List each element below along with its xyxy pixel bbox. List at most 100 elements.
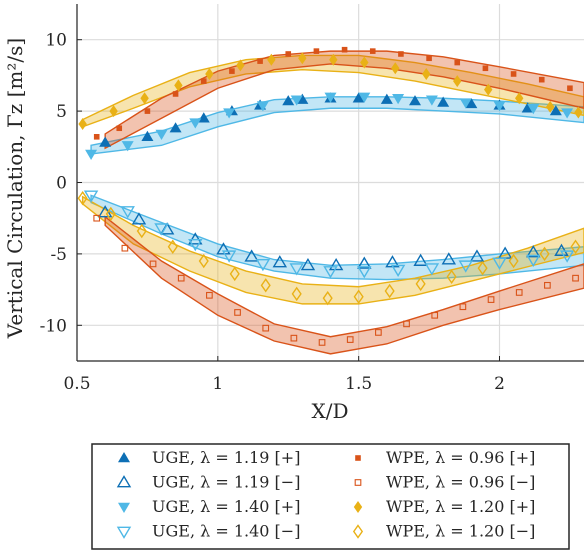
data-point [221, 250, 237, 263]
data-point [198, 253, 209, 269]
data-point [318, 339, 326, 346]
data-point [272, 255, 288, 268]
data-point [255, 258, 271, 272]
data-point [360, 56, 369, 69]
y-tick-labels: 10 5 0 -5 -10 [40, 31, 67, 337]
data-point [257, 58, 263, 64]
data-point [197, 112, 210, 123]
data-point [369, 48, 376, 54]
data-point [538, 76, 545, 83]
data-point [477, 260, 488, 276]
data-point [291, 286, 302, 302]
data-point [527, 104, 540, 115]
data-point [398, 51, 404, 57]
legend-label: UGE, λ = 1.40 [−] [152, 522, 300, 541]
data-point [223, 108, 236, 119]
data-point [346, 336, 354, 343]
data-point [515, 289, 523, 296]
data-point [441, 252, 457, 265]
data-point [453, 75, 462, 88]
data-point [465, 97, 478, 109]
legend-label: UGE, λ = 1.19 [+] [152, 448, 300, 467]
legend-marker [352, 524, 364, 539]
data-point [206, 291, 213, 299]
data-point [544, 281, 551, 289]
data-point [570, 239, 581, 254]
data-point [425, 95, 438, 106]
data-point [109, 105, 118, 118]
legend-marker [355, 455, 361, 461]
data-point [300, 257, 316, 271]
data-point [487, 296, 495, 303]
data-point [313, 48, 320, 54]
uncertainty-band [81, 195, 584, 305]
data-point [149, 260, 157, 268]
data-point [200, 78, 207, 84]
data-point [177, 274, 185, 282]
data-point [391, 62, 400, 75]
data-point [358, 92, 371, 103]
data-point [172, 91, 179, 97]
data-point [413, 253, 428, 266]
x-tick-label: 1.5 [345, 374, 372, 394]
data-point [567, 85, 573, 92]
data-point [493, 101, 506, 112]
data-point [234, 309, 241, 316]
y-tick-label: 5 [56, 102, 67, 122]
data-point [446, 269, 457, 284]
data-point [459, 303, 467, 311]
data-point [572, 274, 579, 282]
data-point [189, 118, 202, 129]
y-tick-label: -10 [40, 316, 67, 336]
y-tick-label: -5 [50, 245, 67, 265]
data-point [384, 283, 395, 299]
data-point [188, 232, 203, 245]
data-point [546, 100, 555, 113]
data-point [458, 260, 473, 273]
x-tick-labels: 0.5 1 1.5 2 [63, 374, 504, 394]
data-point [256, 101, 269, 112]
data-point [426, 55, 432, 62]
data-point [357, 266, 372, 279]
data-point [290, 95, 303, 106]
data-point [262, 324, 270, 332]
data-point [169, 122, 182, 133]
data-point [328, 257, 344, 271]
data-point [549, 105, 562, 116]
data-point [357, 256, 372, 269]
data-point [167, 239, 178, 254]
data-point [403, 320, 410, 328]
legend-label: WPE, λ = 0.96 [−] [386, 473, 535, 492]
data-point [285, 51, 292, 57]
legend-marker [353, 501, 363, 513]
data-point [216, 242, 231, 255]
legend-marker [116, 526, 132, 539]
legend-label: WPE, λ = 0.96 [+] [386, 448, 535, 467]
x-axis-label: X/D [311, 399, 348, 423]
data-point [375, 329, 382, 336]
legend: UGE, λ = 1.19 [+] WPE, λ = 0.96 [+] UGE, λ… [91, 443, 570, 550]
legend-label: WPE, λ = 1.20 [−] [386, 522, 535, 541]
data-point [561, 108, 574, 119]
uncertainty-band [104, 215, 584, 355]
data-point [341, 46, 348, 53]
data-point [93, 214, 101, 222]
y-axis-label: Vertical Circulation, Γz [m²/s] [3, 38, 27, 339]
data-point [459, 98, 472, 109]
data-point [380, 93, 393, 104]
data-point [422, 67, 431, 80]
data-point [83, 190, 99, 203]
data-point [353, 289, 364, 304]
data-point [188, 239, 203, 252]
data-point [154, 223, 169, 236]
data-point [574, 106, 583, 119]
data-point [105, 206, 116, 222]
data-point [352, 92, 365, 103]
uncertainty-band [104, 50, 584, 150]
data-point [492, 257, 507, 270]
data-point [437, 96, 450, 107]
uncertainty-band [90, 194, 584, 281]
data-point [205, 67, 214, 80]
y-tick-label: 0 [56, 174, 67, 194]
x-tick-label: 0.5 [63, 374, 90, 394]
